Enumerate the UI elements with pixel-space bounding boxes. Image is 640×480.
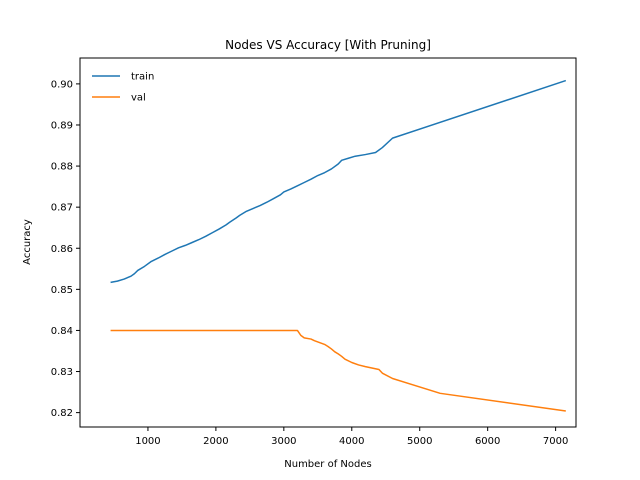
x-tick-label: 3000 xyxy=(271,436,296,447)
x-tick-label: 7000 xyxy=(543,436,568,447)
y-tick-label: 0.88 xyxy=(51,162,73,173)
y-tick-label: 0.86 xyxy=(51,244,73,255)
y-tick-label: 0.89 xyxy=(51,120,73,131)
y-tick-label: 0.82 xyxy=(51,408,73,419)
legend-label-val: val xyxy=(131,93,146,104)
y-axis: 0.82 0.83 0.84 0.85 0.86 0.87 0.88 0.89 0.90 xyxy=(51,79,80,419)
y-tick-label: 0.85 xyxy=(51,285,73,296)
plot-frame xyxy=(79,57,577,428)
y-axis-label: Accuracy xyxy=(22,219,33,265)
legend: train val xyxy=(92,72,154,104)
x-tick-label: 4000 xyxy=(339,436,364,447)
chart-title: Nodes VS Accuracy [With Pruning] xyxy=(225,38,431,52)
x-axis-label: Number of Nodes xyxy=(284,459,371,470)
plot-area xyxy=(79,57,577,428)
x-axis: 1000 2000 3000 4000 5000 6000 7000 xyxy=(135,427,568,447)
legend-label-train: train xyxy=(131,72,154,83)
series-layer xyxy=(110,79,567,412)
x-tick-label: 1000 xyxy=(135,436,160,447)
plot-background xyxy=(80,58,576,427)
x-tick-label: 6000 xyxy=(475,436,500,447)
x-tick-label: 2000 xyxy=(203,436,228,447)
y-tick-label: 0.84 xyxy=(51,326,73,337)
series-line-val xyxy=(110,329,566,412)
y-tick-label: 0.83 xyxy=(51,367,73,378)
y-tick-label: 0.87 xyxy=(51,203,73,214)
x-tick-label: 5000 xyxy=(407,436,432,447)
series-line-train xyxy=(110,79,567,284)
y-tick-label: 0.90 xyxy=(51,79,73,90)
